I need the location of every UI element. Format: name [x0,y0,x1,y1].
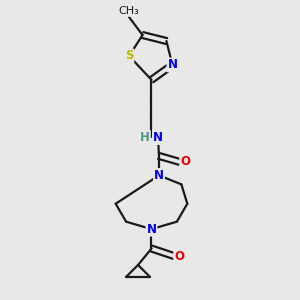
Text: O: O [180,155,190,168]
Text: N: N [153,131,163,144]
Text: N: N [167,58,177,71]
Text: N: N [146,223,157,236]
Text: O: O [174,250,184,262]
Text: H: H [140,131,150,144]
Text: CH₃: CH₃ [119,6,140,16]
Text: N: N [154,169,164,182]
Text: S: S [125,50,133,62]
